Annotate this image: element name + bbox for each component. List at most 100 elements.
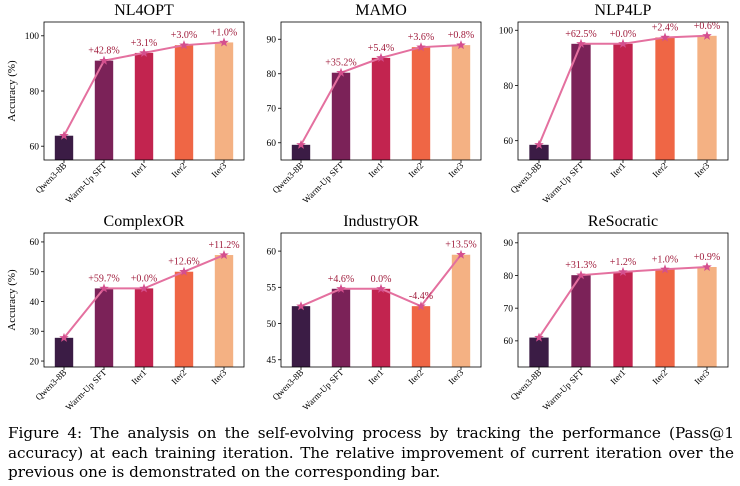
x-tick-label: Iter1	[608, 160, 627, 179]
point-marker-1	[59, 332, 69, 342]
point-marker-4	[660, 32, 670, 42]
point-marker-5	[702, 261, 712, 272]
point-marker-4	[179, 40, 189, 50]
chart-panel-5: IndustryOR +4.6% 0.0% -4.4% +13.5% 45 50 55 60 Qw…	[267, 213, 482, 412]
y-tick-label: 100	[499, 27, 514, 37]
point-marker-3	[618, 266, 628, 276]
improvement-label: +12.6%	[168, 257, 199, 268]
improvement-label: +0.8%	[448, 30, 474, 41]
bar-5	[697, 35, 717, 160]
improvement-label: +4.6%	[328, 274, 354, 285]
bar-3	[371, 57, 391, 160]
chart-panel-4: ComplexOR +59.7% +0.0% +12.6% +11.2% 20 30 40 50…	[6, 213, 245, 412]
x-tick-label: Iter1	[366, 367, 385, 386]
improvement-label: +11.2%	[208, 240, 239, 251]
bar-2	[94, 60, 114, 160]
bar-4	[174, 271, 194, 367]
bar-2	[331, 288, 351, 367]
y-tick-label: 40	[30, 298, 40, 308]
bar-2	[94, 288, 114, 367]
y-tick-label: 80	[504, 272, 514, 282]
point-marker-4	[660, 264, 670, 274]
point-marker-4	[416, 301, 426, 311]
point-marker-1	[296, 301, 306, 311]
point-marker-2	[99, 55, 109, 65]
bar-3	[613, 271, 633, 367]
improvement-label: +5.4%	[368, 43, 394, 54]
x-tick-label: Iter1	[608, 367, 627, 386]
point-marker-5	[456, 40, 466, 50]
improvement-label: +3.1%	[131, 38, 157, 49]
y-tick-label: 30	[30, 328, 40, 338]
x-tick-label: Iter2	[406, 160, 425, 179]
improvement-label: +1.2%	[610, 257, 636, 268]
x-tick-label: Warm-Up SFT	[540, 367, 585, 412]
chart-title: ReSocratic	[588, 213, 658, 230]
x-tick-label: Iter1	[129, 367, 148, 386]
point-marker-3	[139, 283, 149, 293]
y-tick-label: 20	[30, 357, 40, 367]
point-marker-3	[139, 47, 149, 57]
point-marker-1	[296, 139, 306, 149]
y-axis-label: Accuracy (%)	[6, 60, 18, 122]
point-marker-2	[336, 283, 346, 293]
bar-1	[291, 306, 311, 367]
x-tick-label: Iter2	[169, 160, 188, 179]
x-tick-label: Iter1	[129, 160, 148, 179]
point-marker-5	[702, 30, 712, 40]
improvement-label: +35.2%	[325, 58, 356, 69]
point-marker-4	[179, 266, 189, 276]
bar-5	[214, 42, 234, 161]
bar-3	[371, 288, 391, 367]
x-tick-label: Qwen3-8B	[270, 367, 305, 402]
bar-4	[411, 47, 431, 161]
y-tick-label: 90	[267, 36, 277, 46]
chart-title: MAMO	[355, 2, 407, 19]
improvement-label: +1.0%	[211, 27, 237, 38]
point-marker-5	[219, 250, 229, 260]
point-marker-1	[534, 332, 544, 342]
figure-caption: Figure 4: The analysis on the self-evolv…	[8, 424, 734, 481]
improvement-label: +62.5%	[565, 29, 596, 40]
point-marker-1	[534, 139, 544, 149]
chart-title: IndustryOR	[343, 213, 419, 230]
x-tick-label: Iter2	[650, 367, 669, 386]
improvement-label: -4.4%	[409, 291, 433, 302]
point-marker-5	[456, 249, 466, 259]
y-tick-label: 60	[267, 247, 277, 257]
improvement-label: +0.0%	[131, 273, 157, 284]
x-tick-label: Warm-Up SFT	[63, 160, 108, 205]
improvement-label: +59.7%	[88, 273, 119, 284]
y-tick-label: 60	[267, 139, 277, 149]
y-tick-label: 60	[504, 337, 514, 347]
chart-title: NL4OPT	[114, 2, 174, 19]
bar-1	[54, 135, 74, 160]
bar-5	[451, 45, 471, 160]
bar-2	[571, 43, 591, 160]
bar-1	[529, 337, 549, 367]
bar-3	[134, 52, 154, 160]
x-tick-label: Qwen3-8B	[508, 367, 543, 402]
bar-2	[571, 275, 591, 367]
x-tick-label: Qwen3-8B	[33, 160, 68, 195]
bar-4	[411, 306, 431, 367]
y-tick-label: 60	[30, 143, 40, 153]
point-marker-1	[59, 130, 69, 140]
x-tick-label: Qwen3-8B	[508, 160, 543, 195]
x-tick-label: Qwen3-8B	[33, 367, 68, 402]
point-marker-3	[376, 52, 386, 62]
chart-title: ComplexOR	[104, 213, 185, 230]
x-tick-label: Iter2	[169, 367, 188, 386]
x-tick-label: Iter2	[650, 160, 669, 179]
bar-4	[174, 45, 194, 160]
improvement-label: +3.6%	[408, 32, 434, 43]
x-tick-label: Warm-Up SFT	[300, 367, 345, 412]
y-tick-label: 70	[504, 304, 514, 314]
y-tick-label: 100	[25, 32, 40, 42]
x-tick-label: Iter3	[446, 367, 465, 386]
bar-3	[613, 43, 633, 160]
x-tick-label: Warm-Up SFT	[540, 160, 585, 205]
improvement-label: 0.0%	[371, 274, 392, 285]
bar-2	[331, 72, 351, 160]
bar-5	[697, 266, 717, 367]
